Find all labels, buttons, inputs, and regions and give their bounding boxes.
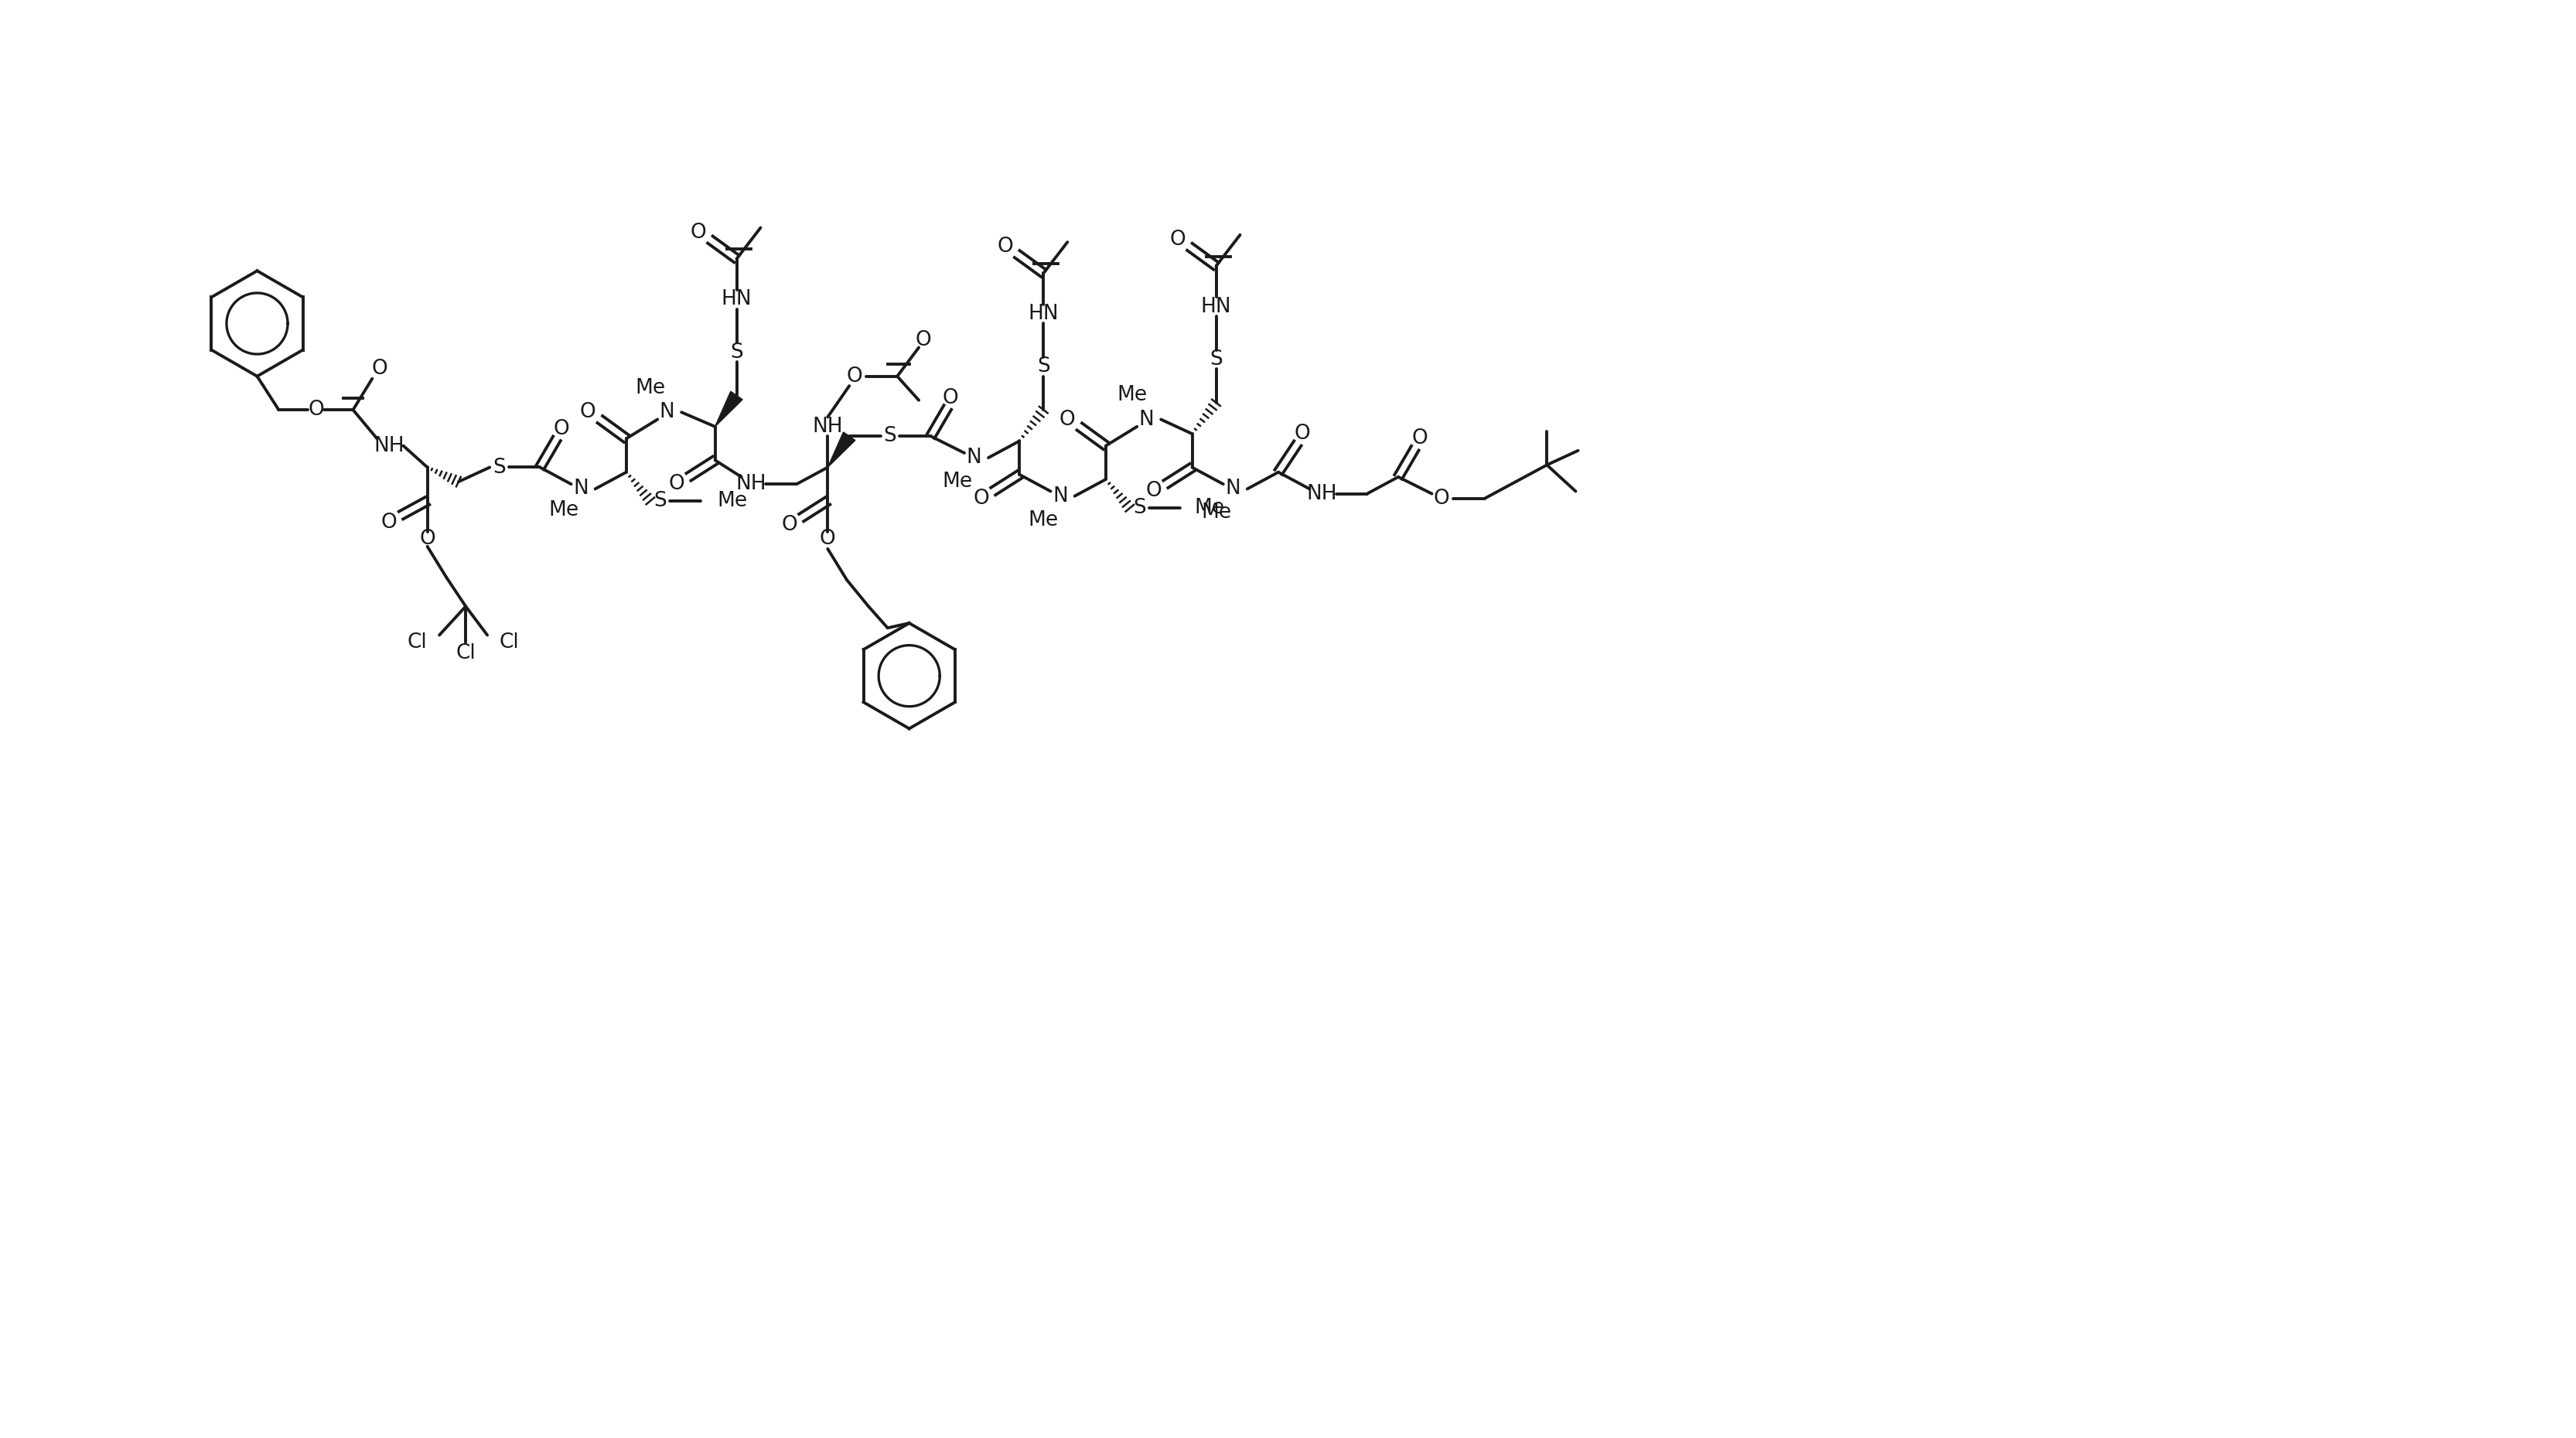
Text: Me: Me [549, 500, 580, 521]
Text: S: S [1038, 357, 1051, 377]
Text: NH: NH [737, 475, 765, 495]
Text: N: N [659, 403, 675, 423]
Text: O: O [914, 331, 933, 351]
Text: O: O [781, 515, 799, 535]
Polygon shape [716, 391, 742, 427]
Text: HN: HN [1200, 296, 1231, 316]
Text: HN: HN [721, 289, 752, 309]
Text: O: O [1059, 410, 1074, 430]
Text: S: S [1133, 498, 1146, 518]
Text: O: O [381, 512, 397, 532]
Text: Me: Me [943, 472, 971, 492]
Polygon shape [827, 431, 855, 467]
Text: N: N [1226, 479, 1242, 499]
Text: NH: NH [811, 417, 842, 437]
Text: NH: NH [374, 436, 404, 456]
Text: Me: Me [719, 490, 747, 510]
Text: O: O [420, 529, 435, 549]
Text: N: N [1139, 410, 1154, 430]
Text: O: O [690, 223, 706, 243]
Text: O: O [974, 489, 989, 509]
Text: O: O [670, 475, 685, 495]
Text: O: O [997, 237, 1012, 257]
Text: S: S [729, 342, 742, 362]
Text: S: S [884, 426, 896, 446]
Text: S: S [1211, 349, 1224, 370]
Text: O: O [1432, 489, 1450, 509]
Text: O: O [1293, 424, 1311, 444]
Text: O: O [580, 403, 595, 423]
Text: O: O [819, 529, 835, 549]
Text: O: O [845, 367, 863, 387]
Text: O: O [1146, 482, 1162, 502]
Text: Me: Me [1028, 510, 1059, 531]
Text: Me: Me [1200, 503, 1231, 523]
Text: Me: Me [1195, 498, 1224, 518]
Text: Cl: Cl [500, 633, 520, 653]
Text: O: O [1170, 230, 1185, 250]
Text: N: N [572, 479, 587, 499]
Text: Cl: Cl [456, 643, 477, 663]
Text: O: O [943, 388, 958, 408]
Text: NH: NH [1306, 483, 1337, 503]
Text: N: N [1054, 486, 1069, 506]
Text: N: N [966, 447, 981, 467]
Text: O: O [371, 360, 386, 380]
Text: Me: Me [636, 378, 665, 398]
Text: HN: HN [1028, 303, 1059, 324]
Text: O: O [1412, 429, 1427, 449]
Text: Me: Me [1118, 385, 1146, 406]
Text: O: O [554, 418, 569, 439]
Text: S: S [654, 490, 667, 510]
Text: S: S [492, 457, 505, 477]
Text: O: O [309, 400, 325, 420]
Text: Cl: Cl [407, 633, 428, 653]
